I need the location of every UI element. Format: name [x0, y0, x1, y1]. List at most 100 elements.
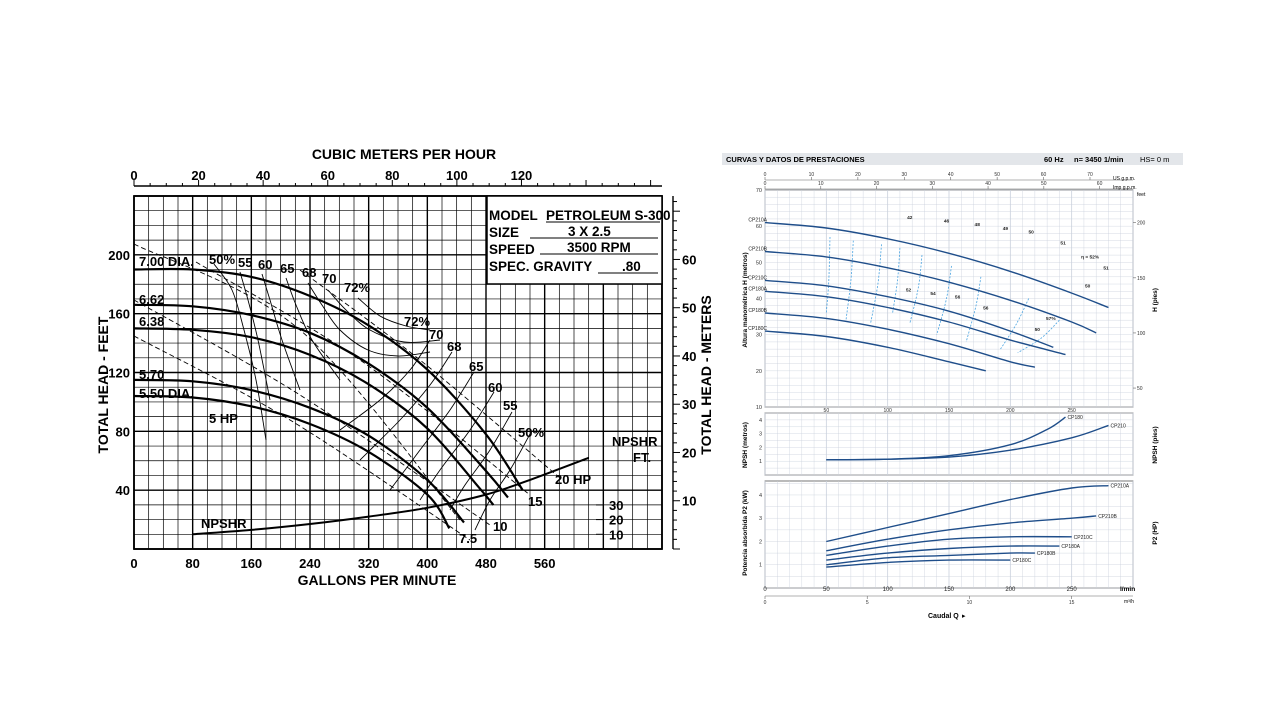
head-curve [764, 221, 1109, 309]
efficiency-mark: 50 [1029, 229, 1035, 235]
info-model-val: PETROLEUM S-300 [546, 208, 671, 223]
top-us-tick-label: 10 [809, 172, 815, 178]
x-tick-label: 80 [185, 556, 199, 571]
head-curve [764, 312, 1036, 368]
power-curve-label: CP180A [1061, 544, 1080, 550]
y-tick-label: 160 [108, 307, 130, 322]
eff-label-68-right: 68 [447, 339, 461, 354]
npsh-y-tick-label: 3 [759, 432, 762, 438]
top-imp-tick-label: 60 [1097, 181, 1103, 187]
eff-label-60-right: 60 [488, 380, 502, 395]
y-tick-label: 200 [108, 248, 130, 263]
top-tick-label: 60 [320, 168, 334, 183]
eff-label-70-right: 70 [429, 327, 443, 342]
npshr-tick-label: 10 [609, 527, 623, 542]
npsh-y-title: NPSH (metros) [742, 422, 749, 468]
eff-label-72-right: 72% [404, 314, 430, 329]
label-dia-638: 6.38 [139, 314, 164, 329]
efficiency-line [389, 371, 475, 491]
power-curve-label: CP180C [1012, 558, 1031, 564]
hp-label-20: 20 HP [555, 472, 591, 487]
efficiency-line [339, 339, 431, 431]
top-imp-tick-label: 10 [818, 181, 824, 187]
npshr-curve [192, 456, 590, 536]
y2-tick-label: 20 [682, 445, 696, 460]
efficiency-mark: 49 [1003, 226, 1009, 232]
top-tick-label: 80 [385, 168, 399, 183]
horsepower-line [133, 299, 491, 526]
right-curves: CP210ACP210BCP210CCP180ACP180BCP180C4246… [748, 215, 1130, 568]
left-grid [133, 195, 663, 550]
x-lmin-tick-label: 200 [1005, 587, 1016, 593]
head-curve [764, 250, 1097, 334]
head-x-tick-label: 50 [824, 408, 830, 414]
x-lmin-tick-label: 250 [1067, 587, 1078, 593]
npshr-tick-label: 20 [609, 513, 623, 528]
power-curve-label: CP180B [1037, 551, 1056, 557]
impeller-curve [133, 303, 509, 499]
head-x-tick-label: 150 [945, 408, 954, 414]
head-y-title: Altura manométrica H (metros) [742, 252, 749, 347]
efficiency-dotted-line [1017, 319, 1060, 354]
x-lmin-tick-label: 0 [763, 587, 767, 593]
efficiency-line [419, 391, 495, 501]
head-y-tick-label: 60 [756, 224, 762, 230]
head-curve-label: CP180A [748, 286, 767, 292]
impeller-curve [133, 327, 495, 506]
power-curve-label: CP210B [1098, 514, 1117, 520]
power-y-tick-label: 4 [759, 493, 762, 499]
x-lmin-tick-label: 100 [883, 587, 894, 593]
head-y-tick-label: 50 [756, 260, 762, 266]
power-curve [826, 545, 1060, 561]
eff-label-65-top: 65 [280, 261, 294, 276]
y2-tick-label: 50 [682, 301, 696, 316]
plot-frame [133, 195, 663, 550]
efficiency-mark: 46 [944, 219, 950, 225]
efficiency-mark: 56 [983, 305, 989, 311]
efficiency-dotted-line [892, 247, 901, 314]
y2-tick-label: 60 [682, 252, 696, 267]
top-us-tick-label: 60 [1041, 172, 1047, 178]
top-imp-tick-label: 40 [985, 181, 991, 187]
top-unit-imp: Imp g.p.m. [1113, 185, 1137, 191]
y2-tick-label: 30 [682, 397, 696, 412]
x-lmin-tick-label: 150 [944, 587, 955, 593]
top-axis-title: CUBIC METERS PER HOUR [312, 146, 496, 162]
right-grids: 0 10 20 30 40 50 60 700 10 20 30 40 50 60102030405060… [756, 172, 1146, 606]
npsh-curve [826, 424, 1109, 461]
efficiency-dotted-line [870, 244, 882, 324]
top-tick-label: 120 [511, 168, 533, 183]
top-tick-label: 40 [256, 168, 270, 183]
efficiency-mark: 51 [1060, 240, 1066, 246]
power-y2-title: P2 (HP) [1152, 521, 1159, 544]
efficiency-dotted-line [965, 276, 982, 343]
header-bar [722, 153, 1183, 165]
x-tick-label: 240 [299, 556, 321, 571]
x-tick-label: 320 [358, 556, 380, 571]
header-speed: n= 3450 1/min [1074, 155, 1124, 164]
power-curve [826, 515, 1097, 552]
efficiency-dotted-line [825, 236, 831, 314]
info-model-key: MODEL [489, 208, 538, 223]
efficiency-mark: 56 [955, 295, 961, 301]
npshr-axis-title: NPSHR [612, 434, 658, 449]
power-curve-label: CP210A [1110, 484, 1129, 490]
power-y-tick-label: 2 [759, 539, 762, 545]
efficiency-mark: 54 [930, 291, 936, 297]
npsh-curve-label: CP180 [1068, 415, 1084, 421]
head-y-tick-label: 40 [756, 297, 762, 303]
eff-label-50-top: 50% [209, 252, 235, 267]
x-axis-title-right: Caudal Q [928, 613, 959, 620]
top-imp-tick-label: 0 [764, 181, 767, 187]
x-axis-arrow: ▸ [962, 613, 966, 620]
efficiency-mark: 52 [906, 287, 912, 293]
header-freq: 60 Hz [1044, 155, 1064, 164]
hp-label-7-5: 7.5 [459, 531, 477, 546]
eff-label-55-top: 55 [238, 255, 252, 270]
efficiency-mark: η = 52% [1081, 255, 1100, 261]
hp-label-10: 10 [493, 519, 507, 534]
head-curve [764, 279, 1054, 348]
head-curve-label: CP180B [748, 308, 767, 314]
top-us-tick-label: 0 [764, 172, 767, 178]
